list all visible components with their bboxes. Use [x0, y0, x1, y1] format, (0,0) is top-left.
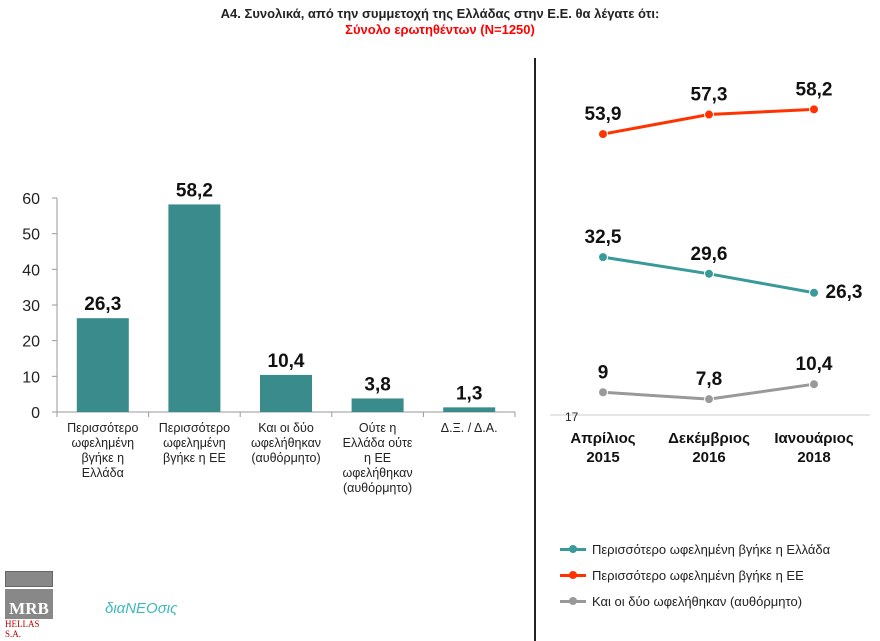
bar-data-label: 58,2	[176, 180, 213, 201]
x-category-label: Δεκέμβριος	[668, 430, 750, 447]
data-point	[704, 394, 714, 405]
category-label: ωφελημένη	[163, 436, 226, 450]
stray-label: 17	[565, 410, 579, 424]
data-point	[598, 387, 608, 398]
category-label: η ΕΕ	[364, 451, 391, 465]
category-label: (αυθόρμητο)	[251, 451, 320, 465]
y-tick-label: 20	[22, 334, 40, 351]
category-label: ωφελήθηκαν	[343, 466, 413, 480]
bar-data-label: 10,4	[268, 351, 305, 372]
point-data-label: 7,8	[696, 369, 722, 390]
point-data-label: 57,3	[691, 85, 728, 106]
category-label: βγήκε η	[81, 451, 124, 465]
category-label: Ούτε η	[359, 421, 397, 435]
point-data-label: 29,6	[691, 244, 728, 265]
y-tick-label: 60	[22, 191, 40, 208]
x-category-label: 2016	[692, 449, 725, 466]
bar	[260, 374, 312, 412]
point-data-label: 26,3	[826, 282, 863, 303]
chart-subtitle: Σύνολο ερωτηθέντων (N=1250)	[345, 22, 535, 37]
legend-label: Περισσότερο ωφελημένη βγήκε η ΕΕ	[592, 568, 804, 583]
data-point	[704, 268, 714, 279]
y-tick-label: 30	[22, 298, 40, 315]
category-label: ωφελημένη	[71, 436, 134, 450]
category-label: βγήκε η ΕΕ	[163, 451, 226, 465]
category-label: Περισσότερο	[67, 421, 138, 435]
category-label: ωφελήθηκαν	[251, 436, 321, 450]
data-point	[809, 379, 819, 390]
dianeosis-logo: διαΝΕΟσις	[105, 600, 178, 617]
legend-label: Περισσότερο ωφελημένη βγήκε η Ελλάδα	[592, 542, 831, 557]
y-tick-label: 10	[22, 369, 40, 386]
legend-marker-icon	[560, 571, 586, 579]
bar-data-label: 3,8	[364, 374, 390, 395]
y-tick-label: 40	[22, 262, 40, 279]
data-point	[598, 252, 608, 263]
legend-marker-icon	[560, 545, 586, 553]
bar	[351, 398, 404, 412]
data-point	[704, 109, 714, 120]
x-category-label: 2018	[797, 449, 830, 466]
legend-label: Και οι δύο ωφελήθηκαν (αυθόρμητο)	[592, 594, 803, 609]
x-category-label: Ιανουάριος	[774, 430, 853, 447]
legend-item: Περισσότερο ωφελημένη βγήκε η ΕΕ	[560, 568, 804, 583]
bar-data-label: 26,3	[84, 294, 121, 315]
category-label: Δ.Ξ. / Δ.Α.	[441, 421, 498, 435]
data-point	[809, 104, 819, 115]
point-data-label: 53,9	[585, 104, 622, 125]
category-label: Ελλάδα ούτε	[343, 436, 413, 450]
mrb-logo: MRB HELLAS S.A.	[5, 571, 53, 639]
bar	[168, 204, 221, 412]
x-category-label: Απρίλιος	[570, 430, 635, 447]
chart-title: A4. Συνολικά, από την συμμετοχή της Ελλά…	[220, 6, 660, 21]
legend-marker-icon	[560, 597, 586, 605]
bar	[443, 407, 496, 412]
y-tick-label: 0	[31, 405, 40, 422]
legend-item: Περισσότερο ωφελημένη βγήκε η Ελλάδα	[560, 542, 830, 557]
x-category-label: 2015	[586, 449, 619, 466]
category-label: Ελλάδα	[82, 466, 124, 480]
bar-data-label: 1,3	[456, 383, 482, 404]
point-data-label: 10,4	[796, 354, 833, 375]
legend-item: Και οι δύο ωφελήθηκαν (αυθόρμητο)	[560, 594, 802, 609]
point-data-label: 9	[598, 362, 609, 383]
category-label: (αυθόρμητο)	[343, 481, 412, 495]
bar	[76, 318, 129, 412]
point-data-label: 58,2	[796, 79, 833, 100]
y-tick-label: 50	[22, 227, 40, 244]
category-label: Και οι δύο	[258, 421, 314, 435]
data-point	[809, 287, 819, 298]
category-label: Περισσότερο	[159, 421, 230, 435]
point-data-label: 32,5	[585, 227, 622, 248]
data-point	[598, 129, 608, 140]
